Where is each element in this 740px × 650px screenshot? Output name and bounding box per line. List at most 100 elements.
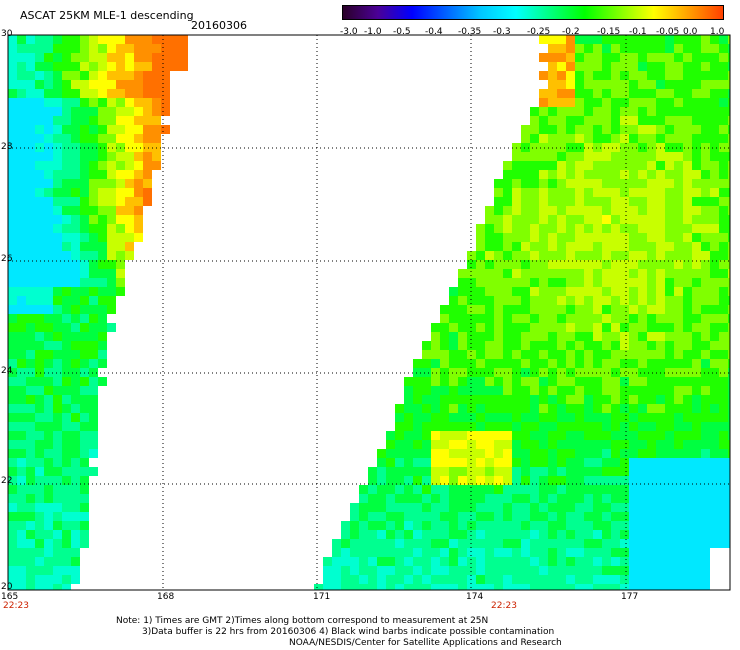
wind-cell [701,350,710,359]
wind-cell [719,341,728,350]
wind-cell [656,413,665,422]
wind-cell [674,350,683,359]
wind-cell [665,548,674,557]
wind-cell [404,476,413,485]
wind-cell [548,71,557,80]
swath-west [8,35,188,590]
wind-cell [116,152,125,161]
wind-cell [8,485,17,494]
wind-cell [674,458,683,467]
wind-cell [98,251,107,260]
wind-cell [485,215,494,224]
wind-cell [35,431,44,440]
wind-cell [539,539,548,548]
wind-cell [395,413,404,422]
wind-cell [62,449,71,458]
wind-cell [431,323,440,332]
wind-cell [476,233,485,242]
lon-label-177: 177 [621,592,639,602]
wind-cell [440,503,449,512]
wind-cell [710,179,719,188]
wind-cell [71,395,80,404]
wind-cell [44,152,53,161]
wind-cell [395,557,404,566]
wind-cell [134,98,143,107]
wind-cell [476,494,485,503]
wind-cell [647,557,656,566]
wind-cell [665,35,674,44]
wind-cell [728,305,730,314]
wind-cell [638,368,647,377]
wind-cell [530,323,539,332]
wind-cell [503,548,512,557]
wind-cell [80,35,89,44]
wind-cell [611,404,620,413]
wind-cell [26,575,35,584]
wind-cell [503,440,512,449]
wind-cell [89,215,98,224]
wind-cell [17,512,26,521]
wind-cell [143,53,152,62]
wind-cell [728,494,730,503]
wind-cell [692,134,701,143]
wind-cell [62,377,71,386]
wind-cell [62,134,71,143]
wind-cell [548,260,557,269]
wind-cell [116,125,125,134]
wind-cell [503,161,512,170]
wind-cell [494,530,503,539]
wind-cell [125,71,134,80]
wind-cell [53,278,62,287]
wind-cell [350,539,359,548]
wind-cell [521,449,530,458]
wind-cell [530,377,539,386]
wind-cell [80,296,89,305]
wind-cell [710,260,719,269]
wind-cell [413,557,422,566]
wind-cell [710,116,719,125]
wind-cell [620,233,629,242]
wind-cell [71,71,80,80]
wind-cell [548,134,557,143]
wind-cell [431,557,440,566]
wind-cell [71,359,80,368]
wind-cell [449,377,458,386]
wind-cell [530,197,539,206]
wind-cell [62,422,71,431]
wind-cell [503,458,512,467]
wind-cell [89,386,98,395]
colorbar-tick-label: -3.0 [340,27,358,37]
wind-cell [611,458,620,467]
wind-cell [611,143,620,152]
wind-cell [422,440,431,449]
wind-cell [53,161,62,170]
wind-cell [98,44,107,53]
wind-cell [53,296,62,305]
wind-cell [161,125,170,134]
wind-cell [602,575,611,584]
wind-cell [701,206,710,215]
wind-cell [674,368,683,377]
wind-cell [683,125,692,134]
wind-cell [629,350,638,359]
wind-cell [665,98,674,107]
wind-cell [638,359,647,368]
wind-cell [8,224,17,233]
wind-cell [89,143,98,152]
wind-cell [629,296,638,305]
wind-cell [665,503,674,512]
wind-cell [656,206,665,215]
wind-cell [368,575,377,584]
wind-cell [98,170,107,179]
wind-cell [53,206,62,215]
wind-cell [512,494,521,503]
wind-cell [719,62,728,71]
wind-cell [566,395,575,404]
wind-cell [656,80,665,89]
wind-cell [683,287,692,296]
wind-cell [71,548,80,557]
wind-cell [449,503,458,512]
wind-cell [62,251,71,260]
wind-cell [485,530,494,539]
